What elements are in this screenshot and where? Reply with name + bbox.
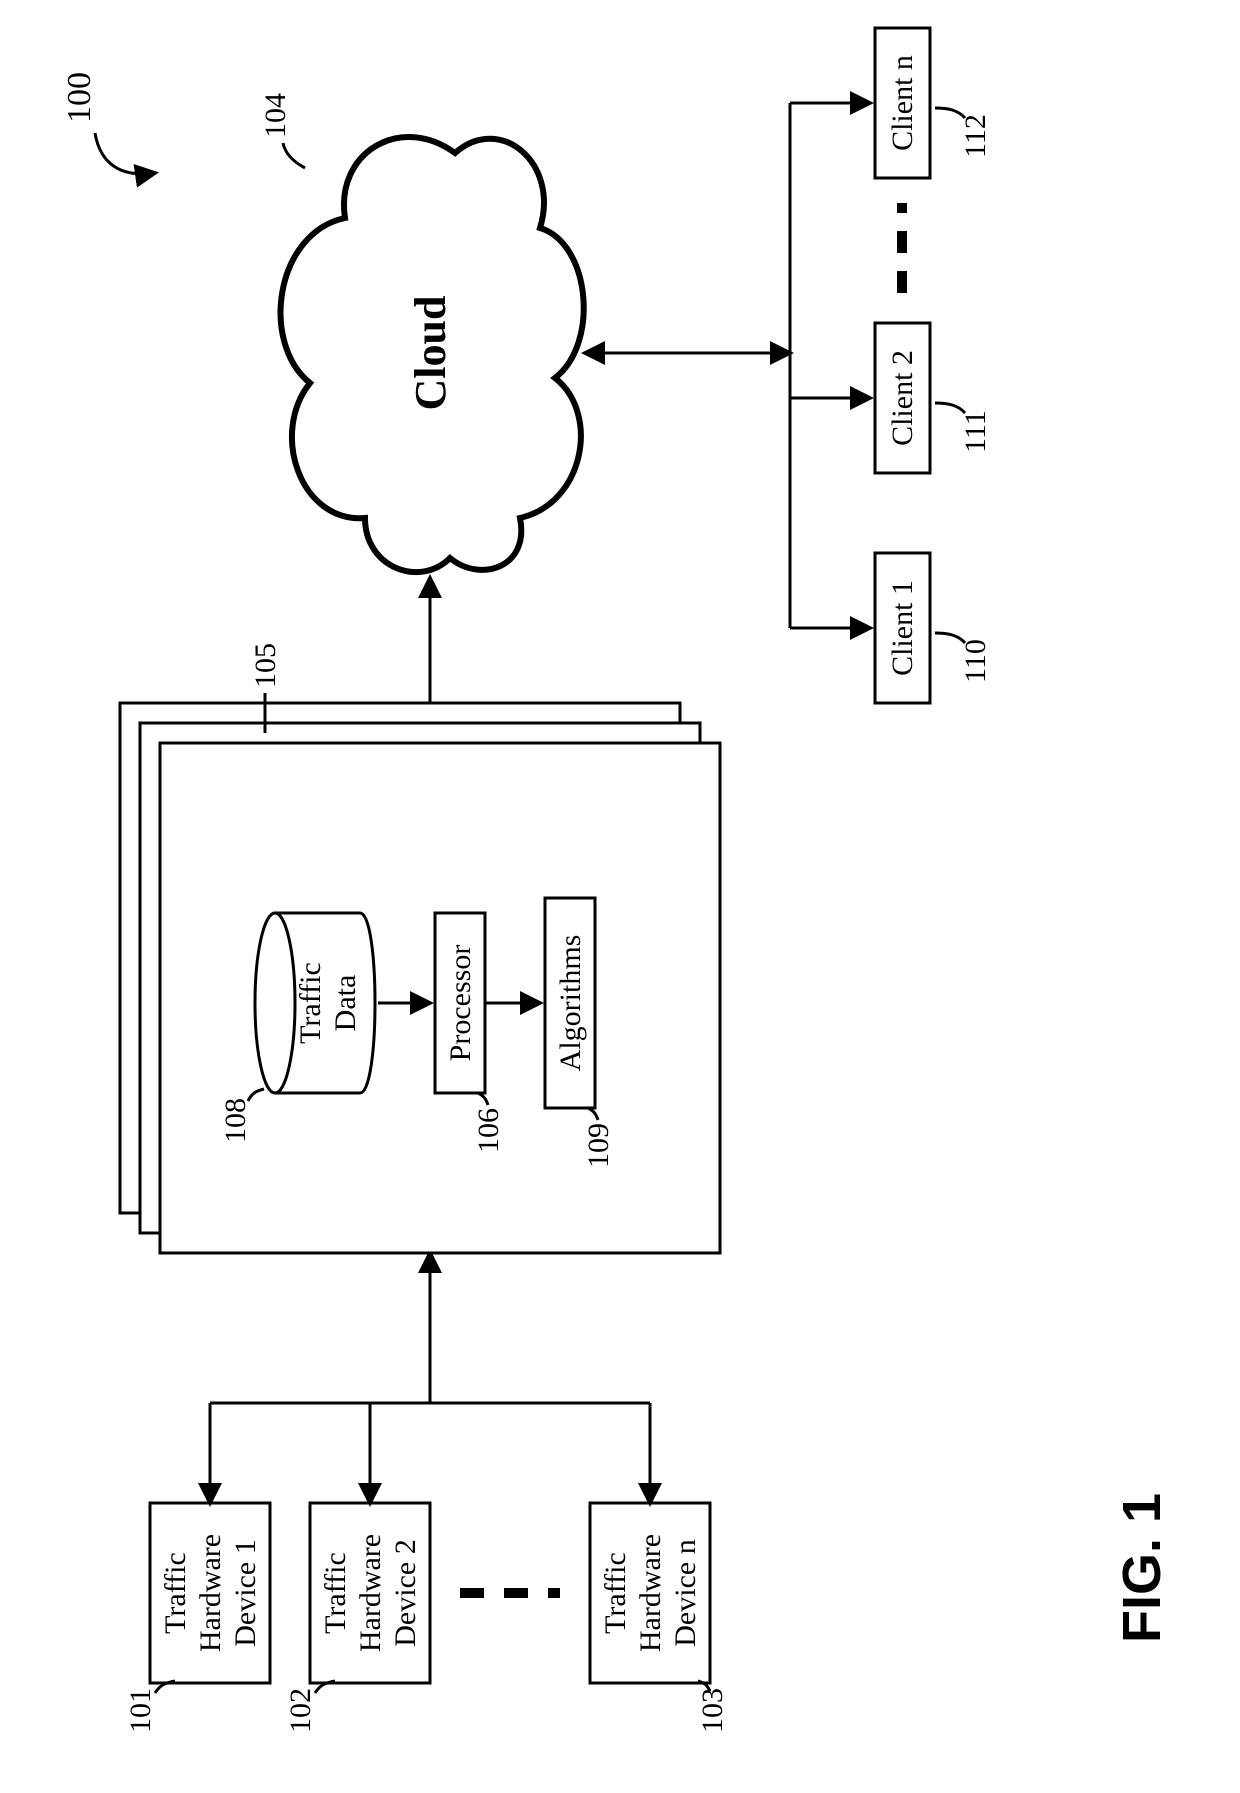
device-2-line2: Hardware xyxy=(354,1534,387,1652)
cloud-label: Cloud xyxy=(406,296,455,411)
system-diagram: 100 Traffic Hardware Device 1 101 Traffi… xyxy=(0,0,1240,1793)
traffic-hardware-device-n: Traffic Hardware Device n 103 xyxy=(590,1503,729,1733)
client-2-label: Client 2 xyxy=(886,350,919,446)
client-n-ref: 112 xyxy=(959,114,992,158)
client-2: Client 2 111 xyxy=(875,323,992,473)
traffic-hardware-device-2: Traffic Hardware Device 2 102 xyxy=(284,1503,430,1733)
client-1: Client 1 110 xyxy=(875,553,992,703)
device-2-ref: 102 xyxy=(284,1688,317,1733)
device-n-ref: 103 xyxy=(696,1688,729,1733)
device-n-line3: Device n xyxy=(669,1539,702,1646)
device-1-line1: Traffic xyxy=(159,1552,192,1634)
algorithms-ref: 109 xyxy=(582,1123,615,1168)
device-2-line3: Device 2 xyxy=(389,1539,422,1646)
client-1-ref: 110 xyxy=(959,639,992,683)
client-n-label: Client n xyxy=(886,55,919,151)
device-1-line3: Device 1 xyxy=(229,1539,262,1646)
traffic-data-line2: Data xyxy=(329,975,362,1032)
traffic-hardware-device-1: Traffic Hardware Device 1 101 xyxy=(124,1503,270,1733)
server-stack: 105 Traffic Data 108 Processor 106 xyxy=(120,643,720,1253)
server-ref: 105 xyxy=(249,643,282,688)
processor-ref: 106 xyxy=(472,1108,505,1153)
client-1-label: Client 1 xyxy=(886,580,919,676)
cloud-ref: 104 xyxy=(259,93,292,138)
device-2-line1: Traffic xyxy=(319,1552,352,1634)
client-n: Client n 112 xyxy=(875,28,992,178)
client-2-ref: 111 xyxy=(959,410,992,453)
device-n-line1: Traffic xyxy=(599,1552,632,1634)
processor-label: Processor xyxy=(444,945,477,1062)
system-ref: 100 xyxy=(61,72,98,123)
traffic-data-ref: 108 xyxy=(219,1098,252,1143)
cloud: Cloud 104 xyxy=(259,93,584,572)
device-1-line2: Hardware xyxy=(194,1534,227,1652)
device-n-line2: Hardware xyxy=(634,1534,667,1652)
figure-label: FIG. 1 xyxy=(1112,1493,1172,1643)
device-1-ref: 101 xyxy=(124,1688,157,1733)
traffic-data-line1: Traffic xyxy=(294,962,327,1044)
algorithms-label: Algorithms xyxy=(554,935,587,1072)
